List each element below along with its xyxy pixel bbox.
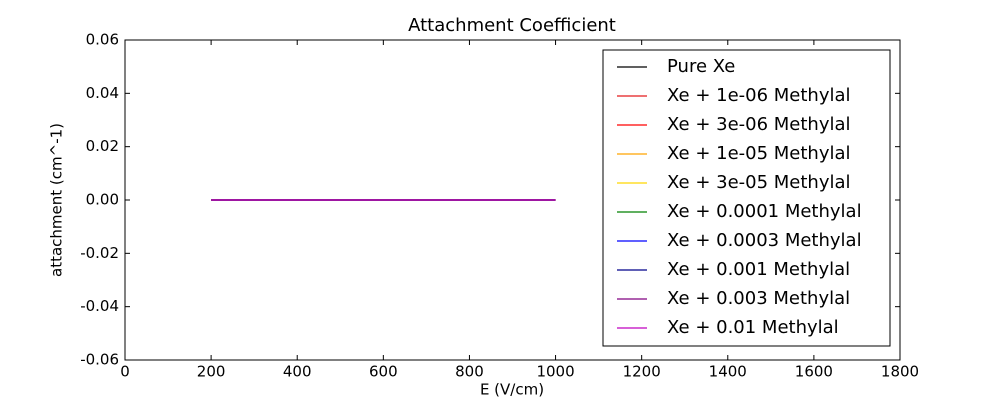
x-tick-label: 600 (369, 363, 398, 381)
legend-label: Xe + 0.01 Methylal (667, 317, 839, 338)
legend: Pure Xe Xe + 1e-06 Methylal Xe + 3e-06 Met… (602, 49, 891, 347)
x-tick-label: 200 (197, 363, 226, 381)
x-tick-label: 1400 (709, 363, 747, 381)
x-tick-label: 400 (283, 363, 312, 381)
legend-label: Xe + 3e-06 Methylal (667, 114, 851, 135)
x-tick-label: 800 (455, 363, 484, 381)
legend-label: Xe + 0.0001 Methylal (667, 201, 862, 222)
legend-label: Pure Xe (667, 56, 735, 77)
legend-label: Xe + 3e-05 Methylal (667, 172, 851, 193)
y-tick-label: -0.04 (80, 297, 119, 315)
legend-box (602, 49, 891, 347)
x-tick-label: 1200 (623, 363, 661, 381)
x-tick-label: 0 (120, 363, 130, 381)
x-tick-label: 1800 (881, 363, 919, 381)
y-tick-label: -0.02 (80, 244, 119, 262)
legend-label: Xe + 0.001 Methylal (667, 259, 850, 280)
legend-label: Xe + 0.0003 Methylal (667, 230, 862, 251)
x-tick-label: 1000 (536, 363, 574, 381)
y-tick-label: 0.00 (86, 191, 119, 209)
x-axis-label: E (V/cm) (480, 381, 544, 399)
legend-label: Xe + 1e-05 Methylal (667, 143, 851, 164)
y-tick-label: 0.04 (86, 84, 119, 102)
plot-frame (124, 39, 901, 361)
x-tick-label: 1600 (795, 363, 833, 381)
y-axis-label: attachment (cm^-1) (48, 123, 66, 277)
y-tick-label: 0.02 (86, 137, 119, 155)
legend-label: Xe + 0.003 Methylal (667, 288, 850, 309)
y-tick-label: -0.06 (80, 351, 119, 369)
y-tick-label: 0.06 (86, 31, 119, 49)
legend-label: Xe + 1e-06 Methylal (667, 85, 851, 106)
chart-title: Attachment Coefficient (408, 15, 616, 36)
